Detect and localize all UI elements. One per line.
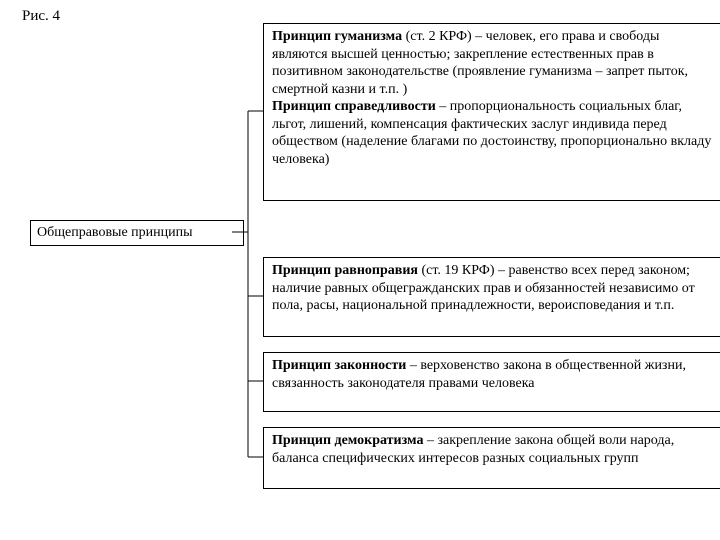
- root-node-label: Общеправовые принципы: [37, 225, 193, 240]
- principle-box-humanism: Принцип гуманизма (ст. 2 КРФ) – человек,…: [263, 23, 720, 201]
- root-node: Общеправовые принципы: [30, 220, 244, 246]
- principle-title-2: Принцип справедливости: [272, 99, 436, 114]
- principle-title: Принцип равноправия: [272, 263, 418, 278]
- figure-label: Рис. 4: [22, 8, 60, 25]
- principle-title: Принцип гуманизма: [272, 29, 402, 44]
- principle-box-democracy: Принцип демократизма – закрепление закон…: [263, 427, 720, 489]
- diagram-canvas: Рис. 4 Общеправовые принципы Принцип гум…: [0, 0, 720, 540]
- principle-box-equality: Принцип равноправия (ст. 19 КРФ) – равен…: [263, 257, 720, 337]
- principle-title: Принцип законности: [272, 358, 406, 373]
- principle-box-legality: Принцип законности – верховенство закона…: [263, 352, 720, 412]
- principle-title: Принцип демократизма: [272, 433, 423, 448]
